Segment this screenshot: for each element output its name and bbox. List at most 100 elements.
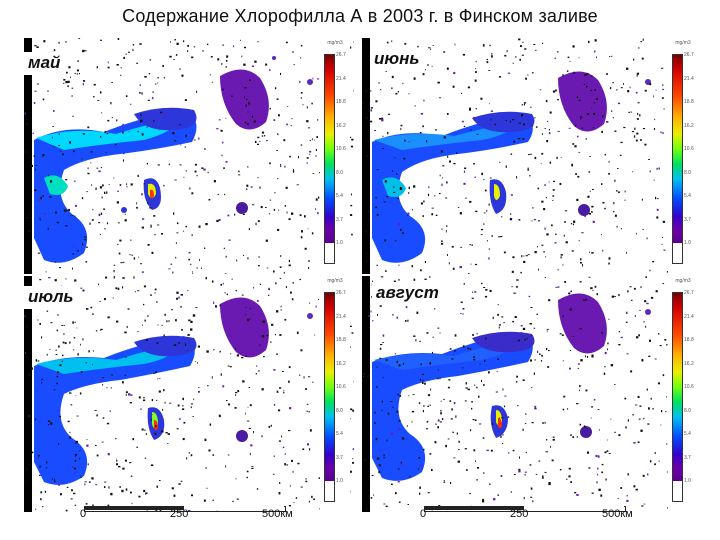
map-speckle <box>382 342 384 343</box>
map-speckle <box>185 134 187 138</box>
map-speckle <box>482 147 484 149</box>
map-speckle <box>661 410 663 413</box>
map-speckle <box>646 302 649 305</box>
map-speckle <box>463 282 465 285</box>
map-speckle <box>58 133 60 135</box>
map-speckle <box>250 444 253 447</box>
map-speckle <box>161 233 163 235</box>
map-speckle <box>475 210 478 213</box>
map-speckle <box>192 314 196 317</box>
map-speckle <box>364 45 366 47</box>
map-speckle <box>179 124 181 126</box>
map-speckle <box>403 362 405 365</box>
map-speckle <box>92 364 93 366</box>
map-speckle <box>97 100 100 101</box>
map-speckle <box>516 176 518 179</box>
map-speckle <box>123 159 124 162</box>
map-speckle <box>431 213 434 216</box>
map-speckle <box>562 315 564 318</box>
colorbar-tick-label: 26.7 <box>336 52 346 58</box>
map-speckle <box>173 212 175 215</box>
map-speckle <box>535 49 537 51</box>
map-speckle <box>426 427 428 430</box>
map-speckle <box>580 258 582 261</box>
map-speckle <box>453 401 456 405</box>
map-speckle <box>150 225 152 228</box>
map-speckle <box>552 90 556 93</box>
map-speckle <box>280 255 282 258</box>
map-speckle <box>77 60 79 62</box>
map-speckle <box>163 389 165 392</box>
map-speckle <box>42 156 44 158</box>
map-speckle <box>80 343 81 346</box>
map-speckle <box>261 435 263 438</box>
map-speckle <box>495 391 498 393</box>
map-speckle <box>428 186 430 189</box>
map-speckle <box>35 418 37 421</box>
map-speckle <box>124 331 127 334</box>
map-speckle <box>136 206 138 209</box>
map-speckle <box>656 167 658 170</box>
map-speckle <box>555 286 558 288</box>
map-speckle <box>244 87 247 89</box>
map-speckle <box>588 171 591 173</box>
map-speckle <box>39 322 41 325</box>
map-speckle <box>419 492 421 495</box>
map-speckle <box>446 113 449 115</box>
map-speckle <box>102 417 105 419</box>
map-speckle <box>202 50 204 52</box>
map-speckle <box>399 395 402 397</box>
map-speckle <box>115 438 117 440</box>
map-speckle <box>520 271 522 274</box>
map-speckle <box>484 189 487 192</box>
map-speckle <box>87 167 89 170</box>
map-speckle <box>234 101 237 103</box>
map-speckle <box>106 222 109 225</box>
map-speckle <box>387 113 391 115</box>
map-speckle <box>224 273 227 274</box>
map-speckle <box>478 395 480 398</box>
map-speckle <box>376 366 378 368</box>
map-speckle <box>556 156 558 159</box>
map-speckle <box>291 51 294 53</box>
map-speckle <box>544 128 546 129</box>
map-speckle <box>304 215 306 218</box>
map-speckle <box>260 206 263 209</box>
map-speckle <box>48 277 51 279</box>
map-speckle <box>291 118 293 120</box>
map-speckle <box>249 452 251 456</box>
map-speckle <box>423 405 425 407</box>
map-speckle <box>396 173 398 175</box>
colorbar-tick-label: 16.2 <box>336 122 346 129</box>
map-speckle <box>124 374 127 376</box>
map-speckle <box>110 387 112 389</box>
map-speckle <box>629 86 631 89</box>
map-speckle <box>125 488 128 491</box>
map-speckle <box>576 436 578 438</box>
map-speckle <box>524 338 526 341</box>
map-speckle <box>555 89 557 92</box>
map-speckle <box>37 319 39 321</box>
map-speckle <box>530 153 532 155</box>
map-speckle <box>571 250 574 252</box>
map-speckle <box>81 243 84 246</box>
map-speckle <box>30 367 33 370</box>
map-speckle <box>251 467 254 469</box>
map-speckle <box>302 103 304 106</box>
map-speckle <box>507 416 510 418</box>
map-speckle <box>368 315 371 317</box>
map-speckle <box>562 264 564 266</box>
map-speckle <box>247 406 249 408</box>
colorbar-tick-label: 21.4 <box>336 313 346 320</box>
map-speckle <box>564 210 568 212</box>
map-speckle <box>72 155 75 157</box>
map-speckle <box>241 55 243 58</box>
map-speckle <box>611 110 613 112</box>
map-speckle <box>381 147 384 149</box>
map-speckle <box>442 418 444 421</box>
map-speckle <box>185 225 187 228</box>
map-speckle <box>98 222 101 224</box>
map-speckle <box>554 57 556 59</box>
map-speckle <box>46 461 48 464</box>
map-speckle <box>518 122 521 124</box>
